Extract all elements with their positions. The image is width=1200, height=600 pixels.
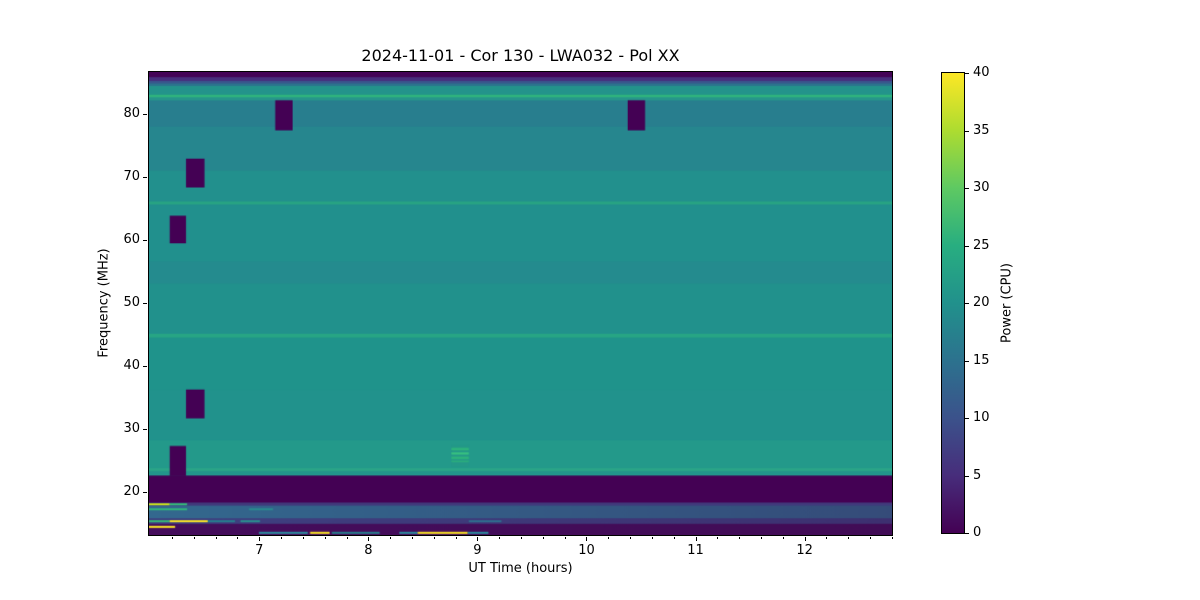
x-minor-tick [171, 537, 173, 539]
colorbar-tick-label: 25 [973, 237, 990, 253]
x-minor-tick [673, 537, 675, 539]
x-minor-tick [324, 537, 326, 539]
x-minor-tick [193, 537, 195, 539]
x-minor-tick [651, 537, 653, 539]
y-tick-label: 60 [123, 231, 140, 247]
heatmap-plot [148, 71, 893, 536]
colorbar-tick [965, 73, 969, 74]
x-minor-tick [281, 537, 283, 539]
x-minor-tick [826, 537, 828, 539]
x-minor-tick [739, 537, 741, 539]
colorbar-tick [965, 130, 969, 132]
x-axis-label: UT Time (hours) [468, 561, 573, 576]
x-minor-tick [521, 537, 523, 539]
x-minor-tick [499, 537, 501, 539]
x-tick-label: 7 [255, 543, 264, 558]
colorbar-label: Power (CPU) [999, 262, 1015, 344]
colorbar-tick-label: 0 [973, 525, 982, 540]
x-major-tick [804, 537, 806, 541]
x-major-tick [259, 537, 261, 541]
x-minor-tick [237, 537, 239, 539]
x-minor-tick [433, 537, 435, 539]
x-minor-tick [564, 537, 566, 539]
colorbar-tick [965, 245, 969, 247]
colorbar-tick-label: 40 [973, 65, 990, 80]
x-minor-tick [411, 537, 413, 539]
y-major-tick [143, 365, 147, 367]
plot-title: 2024-11-01 - Cor 130 - LWA032 - Pol XX [361, 46, 680, 65]
y-major-tick [143, 428, 147, 430]
x-tick-label: 8 [364, 543, 373, 558]
x-minor-tick [630, 537, 632, 539]
colorbar [941, 72, 965, 534]
colorbar-tick [965, 533, 969, 534]
colorbar-tick-label: 35 [973, 122, 990, 138]
x-minor-tick [761, 537, 763, 539]
colorbar-tick-label: 20 [973, 295, 990, 310]
x-minor-tick [542, 537, 544, 539]
colorbar-tick [965, 188, 969, 189]
heatmap-canvas [149, 72, 892, 535]
y-tick-label: 70 [123, 168, 140, 184]
x-major-tick [695, 537, 697, 541]
x-minor-tick [455, 537, 457, 539]
x-minor-tick [782, 537, 784, 539]
x-minor-tick [390, 537, 392, 539]
y-major-tick [143, 302, 147, 304]
colorbar-tick [965, 475, 969, 477]
y-major-tick [143, 491, 147, 493]
x-major-tick [586, 537, 588, 541]
x-minor-tick [215, 537, 217, 539]
colorbar-tick [965, 303, 969, 304]
x-minor-tick [848, 537, 850, 539]
x-minor-tick [302, 537, 304, 539]
x-minor-tick [608, 537, 610, 539]
colorbar-tick [965, 360, 969, 362]
x-tick-label: 11 [687, 543, 704, 558]
colorbar-tick-label: 15 [973, 352, 990, 368]
x-tick-label: 9 [473, 543, 482, 558]
colorbar-tick-label: 5 [973, 467, 982, 483]
x-tick-label: 12 [796, 543, 813, 558]
x-minor-tick [717, 537, 719, 539]
colorbar-tick-label: 30 [973, 180, 990, 195]
x-major-tick [368, 537, 370, 541]
y-major-tick [143, 113, 147, 115]
y-tick-label: 30 [123, 420, 140, 436]
y-tick-label: 20 [123, 483, 140, 499]
colorbar-tick-label: 10 [973, 410, 990, 425]
y-tick-label: 40 [123, 357, 140, 373]
y-tick-label: 80 [123, 105, 140, 121]
x-major-tick [477, 537, 479, 541]
y-tick-label: 50 [123, 294, 140, 310]
y-major-tick [143, 239, 147, 241]
x-minor-tick [346, 537, 348, 539]
colorbar-tick [965, 418, 969, 419]
y-major-tick [143, 176, 147, 178]
x-minor-tick [870, 537, 872, 539]
x-tick-label: 10 [578, 543, 595, 558]
x-minor-tick [891, 537, 893, 539]
